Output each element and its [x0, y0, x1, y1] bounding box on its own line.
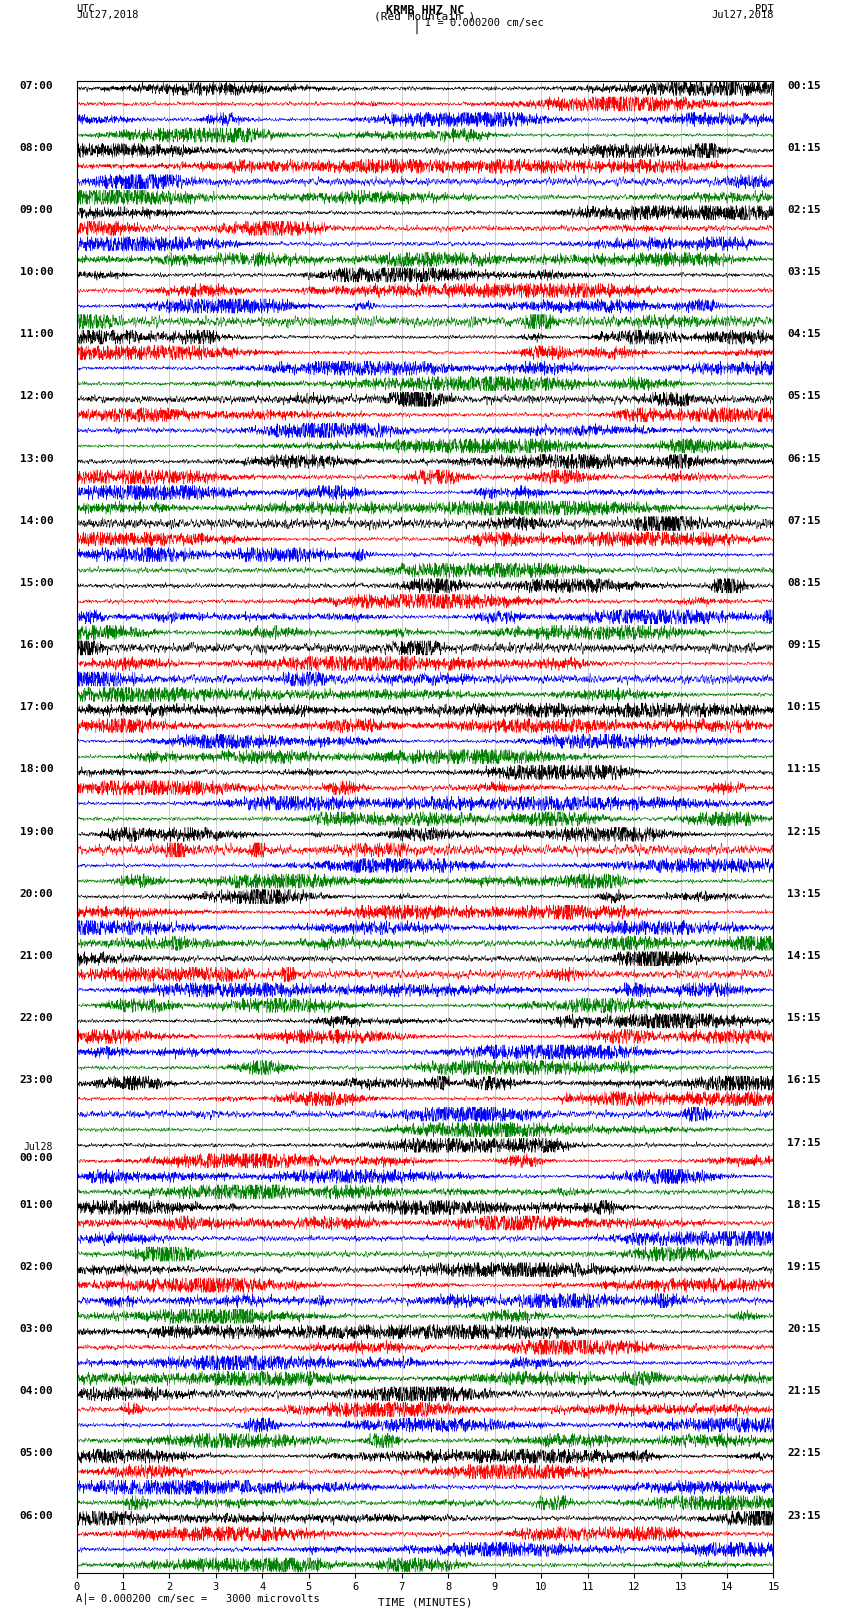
- Text: 15:00: 15:00: [20, 577, 54, 589]
- Text: │: │: [413, 18, 421, 34]
- Text: Jul27,2018: Jul27,2018: [711, 11, 774, 21]
- Text: 19:15: 19:15: [787, 1261, 821, 1271]
- Text: 22:00: 22:00: [20, 1013, 54, 1023]
- Text: 07:15: 07:15: [787, 516, 821, 526]
- Text: 19:00: 19:00: [20, 826, 54, 837]
- Text: PDT: PDT: [755, 5, 774, 15]
- Text: 01:00: 01:00: [20, 1200, 54, 1210]
- Text: 03:15: 03:15: [787, 268, 821, 277]
- Text: 06:15: 06:15: [787, 453, 821, 463]
- Text: A│= 0.000200 cm/sec =   3000 microvolts: A│= 0.000200 cm/sec = 3000 microvolts: [76, 1592, 320, 1603]
- Text: 10:00: 10:00: [20, 268, 54, 277]
- Text: 17:00: 17:00: [20, 702, 54, 713]
- Text: 09:15: 09:15: [787, 640, 821, 650]
- Text: 16:00: 16:00: [20, 640, 54, 650]
- Text: KRMB HHZ NC: KRMB HHZ NC: [386, 5, 464, 18]
- Text: 06:00: 06:00: [20, 1510, 54, 1521]
- Text: 13:00: 13:00: [20, 453, 54, 463]
- Text: 10:15: 10:15: [787, 702, 821, 713]
- Text: 20:00: 20:00: [20, 889, 54, 898]
- Text: 18:15: 18:15: [787, 1200, 821, 1210]
- X-axis label: TIME (MINUTES): TIME (MINUTES): [377, 1598, 473, 1608]
- Text: 05:15: 05:15: [787, 392, 821, 402]
- Text: 14:15: 14:15: [787, 952, 821, 961]
- Text: Jul27,2018: Jul27,2018: [76, 11, 139, 21]
- Text: 01:15: 01:15: [787, 144, 821, 153]
- Text: 11:00: 11:00: [20, 329, 54, 339]
- Text: 02:15: 02:15: [787, 205, 821, 215]
- Text: 22:15: 22:15: [787, 1448, 821, 1458]
- Text: 08:00: 08:00: [20, 144, 54, 153]
- Text: 18:00: 18:00: [20, 765, 54, 774]
- Text: 23:15: 23:15: [787, 1510, 821, 1521]
- Text: 13:15: 13:15: [787, 889, 821, 898]
- Text: 12:00: 12:00: [20, 392, 54, 402]
- Text: 03:00: 03:00: [20, 1324, 54, 1334]
- Text: 07:00: 07:00: [20, 81, 54, 90]
- Text: 21:00: 21:00: [20, 952, 54, 961]
- Text: 00:00: 00:00: [20, 1153, 54, 1163]
- Text: 15:15: 15:15: [787, 1013, 821, 1023]
- Text: 12:15: 12:15: [787, 826, 821, 837]
- Text: 20:15: 20:15: [787, 1324, 821, 1334]
- Text: 04:00: 04:00: [20, 1386, 54, 1397]
- Text: 23:00: 23:00: [20, 1076, 54, 1086]
- Text: (Red Mountain ): (Red Mountain ): [374, 11, 476, 21]
- Text: 08:15: 08:15: [787, 577, 821, 589]
- Text: 11:15: 11:15: [787, 765, 821, 774]
- Text: 05:00: 05:00: [20, 1448, 54, 1458]
- Text: 00:15: 00:15: [787, 81, 821, 90]
- Text: 17:15: 17:15: [787, 1137, 821, 1147]
- Text: Jul28: Jul28: [24, 1142, 54, 1152]
- Text: 16:15: 16:15: [787, 1076, 821, 1086]
- Text: I = 0.000200 cm/sec: I = 0.000200 cm/sec: [425, 18, 544, 27]
- Text: 09:00: 09:00: [20, 205, 54, 215]
- Text: UTC: UTC: [76, 5, 95, 15]
- Text: 02:00: 02:00: [20, 1261, 54, 1271]
- Text: 21:15: 21:15: [787, 1386, 821, 1397]
- Text: 04:15: 04:15: [787, 329, 821, 339]
- Text: 14:00: 14:00: [20, 516, 54, 526]
